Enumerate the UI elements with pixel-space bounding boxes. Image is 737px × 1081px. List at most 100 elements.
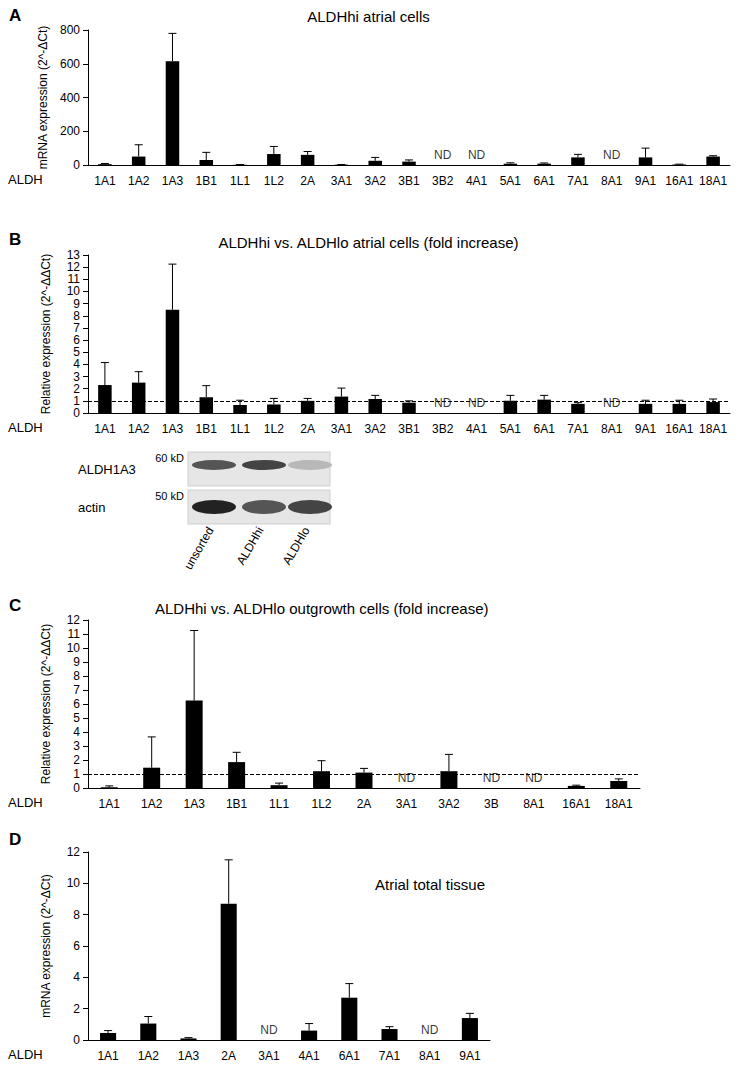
- svg-text:C: C: [9, 596, 21, 615]
- svg-text:7A1: 7A1: [567, 174, 589, 188]
- svg-text:ND: ND: [483, 771, 501, 785]
- svg-text:50 kD: 50 kD: [155, 490, 184, 502]
- svg-text:5: 5: [73, 711, 80, 725]
- svg-text:2: 2: [73, 1002, 80, 1016]
- svg-text:1A1: 1A1: [99, 797, 121, 811]
- svg-text:3A2: 3A2: [365, 422, 387, 436]
- svg-text:4A1: 4A1: [466, 422, 488, 436]
- svg-text:12: 12: [67, 845, 81, 859]
- svg-text:10: 10: [67, 284, 81, 298]
- svg-text:3A1: 3A1: [258, 1049, 280, 1063]
- svg-text:3B2: 3B2: [432, 174, 454, 188]
- svg-text:13: 13: [67, 248, 81, 262]
- svg-text:1L2: 1L2: [264, 174, 284, 188]
- svg-text:12: 12: [67, 613, 81, 627]
- svg-text:16A1: 16A1: [665, 174, 693, 188]
- svg-text:18A1: 18A1: [699, 174, 727, 188]
- svg-text:1A2: 1A2: [128, 422, 150, 436]
- svg-text:Relative expression (2^-ΔΔCt): Relative expression (2^-ΔΔCt): [39, 624, 53, 784]
- svg-text:ALDHhi vs. ALDHlo atrial cells: ALDHhi vs. ALDHlo atrial cells (fold inc…: [218, 234, 518, 251]
- svg-text:3B2: 3B2: [432, 422, 454, 436]
- svg-text:7: 7: [73, 321, 80, 335]
- svg-text:2: 2: [73, 382, 80, 396]
- svg-text:6A1: 6A1: [533, 422, 555, 436]
- svg-text:0: 0: [73, 158, 80, 172]
- svg-text:ND: ND: [434, 396, 452, 410]
- svg-text:5: 5: [73, 345, 80, 359]
- svg-text:ALDH: ALDH: [8, 172, 43, 187]
- svg-text:3A1: 3A1: [331, 422, 353, 436]
- svg-text:Relative expression (2^-ΔΔCt): Relative expression (2^-ΔΔCt): [39, 254, 53, 414]
- svg-text:6A1: 6A1: [533, 174, 555, 188]
- svg-text:ALDHhi: ALDHhi: [234, 525, 267, 568]
- svg-text:2: 2: [73, 753, 80, 767]
- svg-text:4A1: 4A1: [298, 1049, 320, 1063]
- svg-text:3: 3: [73, 370, 80, 384]
- svg-text:0: 0: [73, 1033, 80, 1047]
- svg-text:1A2: 1A2: [128, 174, 150, 188]
- svg-text:10: 10: [67, 876, 81, 890]
- svg-text:unsorted: unsorted: [181, 525, 216, 572]
- svg-text:3A1: 3A1: [331, 174, 353, 188]
- svg-text:1L1: 1L1: [230, 174, 250, 188]
- svg-text:ALDHlo: ALDHlo: [280, 524, 313, 567]
- svg-text:18A1: 18A1: [699, 422, 727, 436]
- svg-text:8A1: 8A1: [601, 174, 623, 188]
- svg-text:60 kD: 60 kD: [155, 452, 184, 464]
- svg-text:1B1: 1B1: [196, 422, 218, 436]
- svg-text:10: 10: [67, 641, 81, 655]
- svg-text:actin: actin: [78, 500, 105, 515]
- svg-text:11: 11: [68, 272, 81, 286]
- svg-text:16A1: 16A1: [562, 797, 590, 811]
- svg-text:9: 9: [73, 655, 80, 669]
- svg-text:2A: 2A: [357, 797, 372, 811]
- svg-text:3A2: 3A2: [365, 174, 387, 188]
- svg-text:3B: 3B: [484, 797, 499, 811]
- svg-text:4: 4: [73, 725, 80, 739]
- svg-text:ND: ND: [468, 396, 486, 410]
- svg-text:0: 0: [73, 406, 80, 420]
- svg-text:ALDH: ALDH: [8, 420, 43, 435]
- svg-text:6: 6: [73, 939, 80, 953]
- svg-text:7: 7: [73, 683, 80, 697]
- svg-text:2A: 2A: [300, 422, 315, 436]
- svg-text:1L1: 1L1: [230, 422, 250, 436]
- svg-text:ND: ND: [260, 1023, 278, 1037]
- svg-text:3B1: 3B1: [398, 422, 420, 436]
- svg-text:6: 6: [73, 333, 80, 347]
- svg-text:Atrial total tissue: Atrial total tissue: [375, 876, 485, 893]
- svg-text:800: 800: [60, 23, 80, 37]
- svg-text:16A1: 16A1: [665, 422, 693, 436]
- svg-text:1A1: 1A1: [97, 1049, 119, 1063]
- svg-text:ND: ND: [603, 148, 621, 162]
- svg-text:6: 6: [73, 697, 80, 711]
- svg-text:5A1: 5A1: [500, 422, 522, 436]
- svg-text:ALDH1A3: ALDH1A3: [78, 462, 136, 477]
- svg-text:6A1: 6A1: [339, 1049, 361, 1063]
- svg-text:ALDH: ALDH: [8, 1047, 43, 1062]
- svg-text:9A1: 9A1: [635, 422, 657, 436]
- svg-text:B: B: [9, 230, 21, 249]
- svg-text:11: 11: [68, 627, 81, 641]
- svg-text:4: 4: [73, 357, 80, 371]
- svg-text:600: 600: [60, 57, 80, 71]
- svg-text:9: 9: [73, 297, 80, 311]
- svg-text:1L1: 1L1: [269, 797, 289, 811]
- svg-text:8: 8: [73, 309, 80, 323]
- svg-text:ALDHhi atrial cells: ALDHhi atrial cells: [307, 8, 430, 25]
- svg-text:1: 1: [73, 767, 80, 781]
- svg-text:1A2: 1A2: [138, 1049, 160, 1063]
- svg-text:8A1: 8A1: [419, 1049, 441, 1063]
- svg-text:9A1: 9A1: [635, 174, 657, 188]
- svg-text:D: D: [9, 830, 21, 849]
- svg-text:4: 4: [73, 970, 80, 984]
- svg-text:4A1: 4A1: [466, 174, 488, 188]
- svg-text:A: A: [9, 6, 21, 25]
- svg-text:3B1: 3B1: [398, 174, 420, 188]
- svg-text:3A2: 3A2: [438, 797, 460, 811]
- svg-text:ND: ND: [468, 148, 486, 162]
- svg-text:3: 3: [73, 739, 80, 753]
- svg-text:ND: ND: [434, 148, 452, 162]
- svg-text:12: 12: [67, 260, 81, 274]
- svg-text:1A3: 1A3: [178, 1049, 200, 1063]
